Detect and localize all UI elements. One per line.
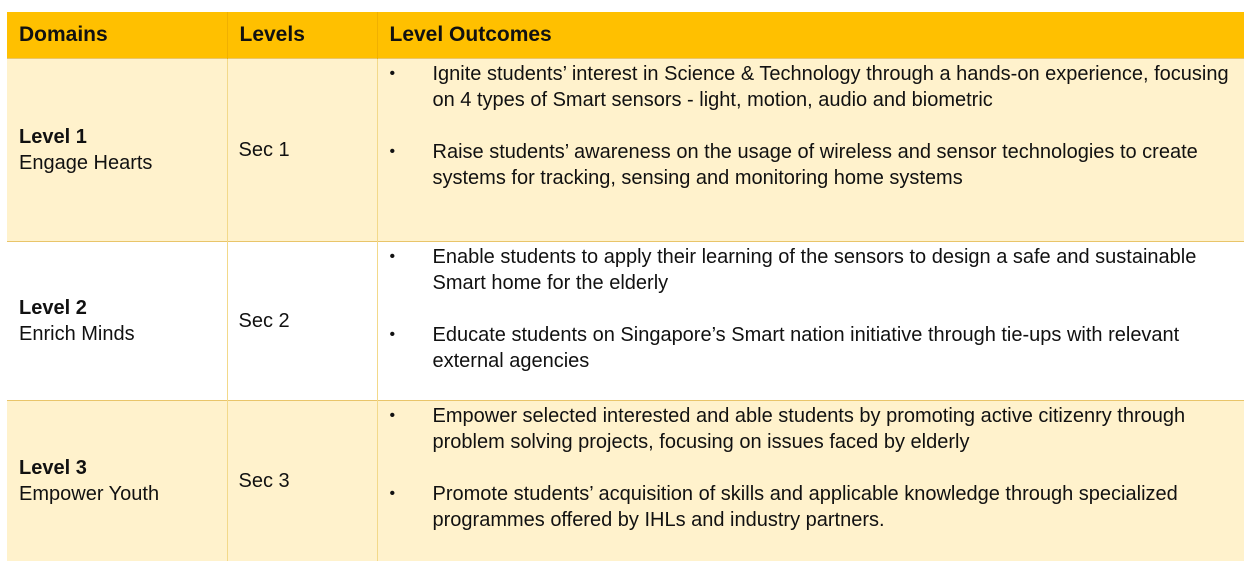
outcomes-cell: • Empower selected interested and able s…: [377, 401, 1244, 561]
domain-description: Engage Hearts: [19, 150, 227, 176]
table-row: Level 3 Empower Youth Sec 3 • Empower se…: [7, 401, 1244, 561]
outcome-text: Promote students’ acquisition of skills …: [433, 483, 1178, 531]
list-item: • Promote students’ acquisition of skill…: [390, 481, 1237, 533]
outcome-text: Ignite students’ interest in Science & T…: [433, 63, 1229, 111]
domain-level-title: Level 2: [19, 295, 227, 321]
list-item: • Enable students to apply their learnin…: [390, 244, 1237, 296]
bullet-icon: •: [390, 61, 396, 87]
domain-level-title: Level 3: [19, 455, 227, 481]
domain-cell: Level 1 Engage Hearts: [7, 59, 227, 242]
bullet-icon: •: [390, 403, 396, 429]
level-outcomes-table: Domains Levels Level Outcomes Level 1 En…: [7, 12, 1244, 561]
table-row: Level 1 Engage Hearts Sec 1 • Ignite stu…: [7, 59, 1244, 242]
list-item: • Ignite students’ interest in Science &…: [390, 61, 1237, 113]
list-item: • Raise students’ awareness on the usage…: [390, 139, 1237, 191]
domain-description: Enrich Minds: [19, 321, 227, 347]
level-cell: Sec 2: [227, 242, 377, 401]
level-cell: Sec 3: [227, 401, 377, 561]
table-row: Level 2 Enrich Minds Sec 2 • Enable stud…: [7, 242, 1244, 401]
outcomes-cell: • Enable students to apply their learnin…: [377, 242, 1244, 401]
outcome-text: Enable students to apply their learning …: [433, 246, 1197, 294]
outcomes-cell: • Ignite students’ interest in Science &…: [377, 59, 1244, 242]
list-item: • Empower selected interested and able s…: [390, 403, 1237, 455]
bullet-icon: •: [390, 481, 396, 507]
domain-cell: Level 3 Empower Youth: [7, 401, 227, 561]
bullet-icon: •: [390, 244, 396, 270]
outcome-text: Raise students’ awareness on the usage o…: [433, 141, 1198, 189]
domain-level-title: Level 1: [19, 124, 227, 150]
bullet-icon: •: [390, 322, 396, 348]
bullet-icon: •: [390, 139, 396, 165]
header-levels: Levels: [227, 12, 377, 59]
outcome-list: • Ignite students’ interest in Science &…: [390, 61, 1237, 191]
outcome-text: Educate students on Singapore’s Smart na…: [433, 324, 1180, 372]
outcome-list: • Empower selected interested and able s…: [390, 403, 1237, 533]
list-item: • Educate students on Singapore’s Smart …: [390, 322, 1237, 374]
header-level-outcomes: Level Outcomes: [377, 12, 1244, 59]
domain-description: Empower Youth: [19, 481, 227, 507]
level-cell: Sec 1: [227, 59, 377, 242]
outcome-text: Empower selected interested and able stu…: [433, 405, 1186, 453]
domain-cell: Level 2 Enrich Minds: [7, 242, 227, 401]
header-domains: Domains: [7, 12, 227, 59]
header-row: Domains Levels Level Outcomes: [7, 12, 1244, 59]
outcome-list: • Enable students to apply their learnin…: [390, 244, 1237, 374]
